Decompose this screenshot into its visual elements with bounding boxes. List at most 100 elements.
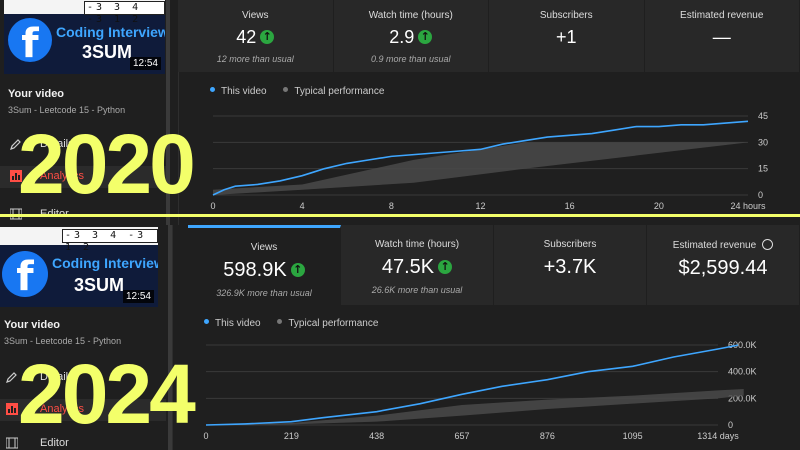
legend-item-this-video[interactable]: This video: [204, 318, 261, 329]
metric-value-text: 47.5K: [381, 256, 435, 278]
y-tick-label: 30: [758, 137, 768, 147]
sidebar: -3 3 4 -3 1 2 f Coding Interview 3SUM 12…: [0, 0, 179, 225]
metric-label: Watch time (hours): [368, 10, 453, 21]
y-tick-label: 15: [758, 164, 768, 174]
analytics-icon: [6, 403, 18, 415]
year-label-2024: 2024: [18, 347, 196, 441]
typical-performance-band: [206, 389, 744, 425]
video-title: 3Sum - Leetcode 15 - Python: [4, 336, 122, 346]
metric-label: Estimated revenue: [647, 239, 799, 251]
video-thumbnail[interactable]: -3 3 4 -3 1 2 f Coding Interview 3SUM 12…: [0, 227, 158, 307]
legend-label: Typical performance: [288, 318, 379, 329]
typical-performance-band: [213, 142, 748, 195]
metric-value: 47.5K ↑: [341, 256, 493, 279]
sidebar-item-label: Details: [40, 138, 74, 150]
x-tick-label: 876: [540, 431, 555, 441]
x-tick-label: 1314 days: [697, 431, 739, 441]
thumbnail-subtitle: 3SUM: [74, 275, 125, 295]
metric-label: Subscribers: [539, 10, 593, 21]
metric-note: 26.6K more than usual: [371, 285, 463, 295]
x-tick-label: 219: [284, 431, 299, 441]
facebook-logo-icon: f: [8, 18, 52, 62]
metric-note: 12 more than usual: [216, 54, 294, 64]
pencil-icon: [10, 139, 21, 150]
metric-note: 0.9 more than usual: [370, 54, 451, 64]
metric-label: Views: [242, 10, 269, 21]
metric-label: Watch time (hours): [374, 239, 460, 250]
metric-value: +1: [555, 27, 577, 47]
metric-value: +3.7K: [543, 256, 597, 278]
sidebar: -3 3 4 -3 1 2 f Coding Interview 3SUM 12…: [0, 225, 173, 450]
x-tick-label: 0: [210, 201, 215, 211]
metric-revenue[interactable]: Estimated revenue $2,599.44: [647, 225, 800, 305]
clock-icon[interactable]: [762, 239, 774, 250]
sidebar-item-label: Editor: [40, 437, 69, 449]
sidebar-item-label: Analytics: [40, 403, 85, 415]
legend-label: This video: [221, 86, 267, 97]
legend-dot-icon: [210, 87, 215, 92]
metric-revenue[interactable]: Estimated revenue —: [644, 0, 800, 72]
x-tick-label: 8: [389, 201, 394, 211]
metric-cards: Views 42 ↑ 12 more than usual Watch time …: [178, 0, 800, 72]
y-tick-label: 0: [758, 190, 763, 200]
metric-label: Estimated revenue: [680, 10, 764, 21]
x-tick-label: 4: [300, 201, 305, 211]
series-line-this-video: [212, 120, 749, 196]
array-strip-text: -3 3 4 -3 1 2: [84, 1, 165, 25]
legend-label: This video: [215, 318, 261, 329]
sidebar-item-editor[interactable]: Editor: [0, 433, 166, 450]
metric-value-text: 598.9K: [223, 259, 287, 281]
metric-views[interactable]: Views 598.9K ↑ 326.9K more than usual: [188, 225, 341, 305]
metric-value: $2,599.44: [678, 257, 768, 279]
x-tick-label: 24 hours: [730, 201, 766, 211]
legend-item-typical[interactable]: Typical performance: [283, 86, 384, 97]
metric-note: 326.9K more than usual: [216, 288, 312, 298]
metric-value: 2.9 ↑: [334, 27, 489, 48]
pencil-icon: [6, 372, 17, 383]
x-tick-label: 438: [369, 431, 384, 441]
metric-label-text: Estimated revenue: [672, 240, 757, 251]
thumbnail-array-strip: -3 3 4 -3 1 2: [0, 227, 158, 253]
sidebar-scrollbar[interactable]: [166, 0, 170, 225]
analytics-panel-2024: -3 3 4 -3 1 2 f Coding Interview 3SUM 12…: [0, 225, 800, 450]
y-tick-label: 200.0K: [728, 393, 757, 403]
x-tick-label: 0: [203, 431, 208, 441]
metric-subscribers[interactable]: Subscribers +1: [489, 0, 645, 72]
legend-item-this-video[interactable]: This video: [210, 86, 267, 97]
arrow-up-icon: ↑: [260, 30, 275, 44]
analytics-icon: [10, 170, 22, 182]
y-tick-label: 45: [758, 111, 768, 121]
video-title: 3Sum - Leetcode 15 - Python: [8, 105, 126, 115]
legend-dot-icon: [277, 319, 283, 324]
series-line-this-video: [205, 344, 739, 426]
x-tick-label: 20: [654, 201, 664, 211]
chart-legend: This video Typical performance: [210, 86, 398, 97]
chart-legend: This video Typical performance: [204, 318, 392, 329]
metric-value: 598.9K ↑: [188, 259, 340, 282]
y-tick-label: 0: [728, 420, 733, 430]
metric-watch-time[interactable]: Watch time (hours) 2.9 ↑ 0.9 more than us…: [333, 0, 489, 72]
arrow-up-icon: ↑: [290, 263, 305, 277]
video-thumbnail[interactable]: -3 3 4 -3 1 2 f Coding Interview 3SUM 12…: [4, 0, 165, 74]
sidebar-item-analytics[interactable]: Analytics: [0, 166, 166, 188]
sidebar-scrollbar[interactable]: [168, 225, 172, 450]
x-tick-label: 657: [454, 431, 469, 441]
metric-watch-time[interactable]: Watch time (hours) 47.5K ↑ 26.6K more tha…: [341, 225, 494, 305]
sidebar-item-details[interactable]: Details: [0, 134, 166, 156]
legend-item-typical[interactable]: Typical performance: [277, 318, 378, 329]
arrow-up-icon: ↑: [438, 260, 453, 274]
metric-subscribers[interactable]: Subscribers +3.7K: [494, 225, 647, 305]
metric-label: Subscribers: [543, 239, 597, 250]
y-tick-label: 400.0K: [728, 367, 757, 377]
views-chart-2020[interactable]: 0 15 30 45 0 4 8 12 16 20 24 hours: [178, 100, 800, 225]
your-video-label: Your video: [4, 319, 61, 331]
sidebar-item-details[interactable]: Details: [0, 367, 166, 389]
thumbnail-subtitle: 3SUM: [82, 42, 133, 62]
arrow-up-icon: ↑: [418, 30, 433, 44]
array-strip-text: -3 3 4 -3 1 2: [62, 229, 158, 253]
sidebar-item-analytics[interactable]: Analytics: [0, 399, 166, 421]
metric-views[interactable]: Views 42 ↑ 12 more than usual: [178, 0, 334, 72]
views-chart-2024[interactable]: 0 200.0K 400.0K 600.0K 0 219 438 657 876 1095 1314…: [188, 333, 800, 450]
legend-label: Typical performance: [294, 86, 385, 97]
x-tick-label: 12: [475, 201, 485, 211]
